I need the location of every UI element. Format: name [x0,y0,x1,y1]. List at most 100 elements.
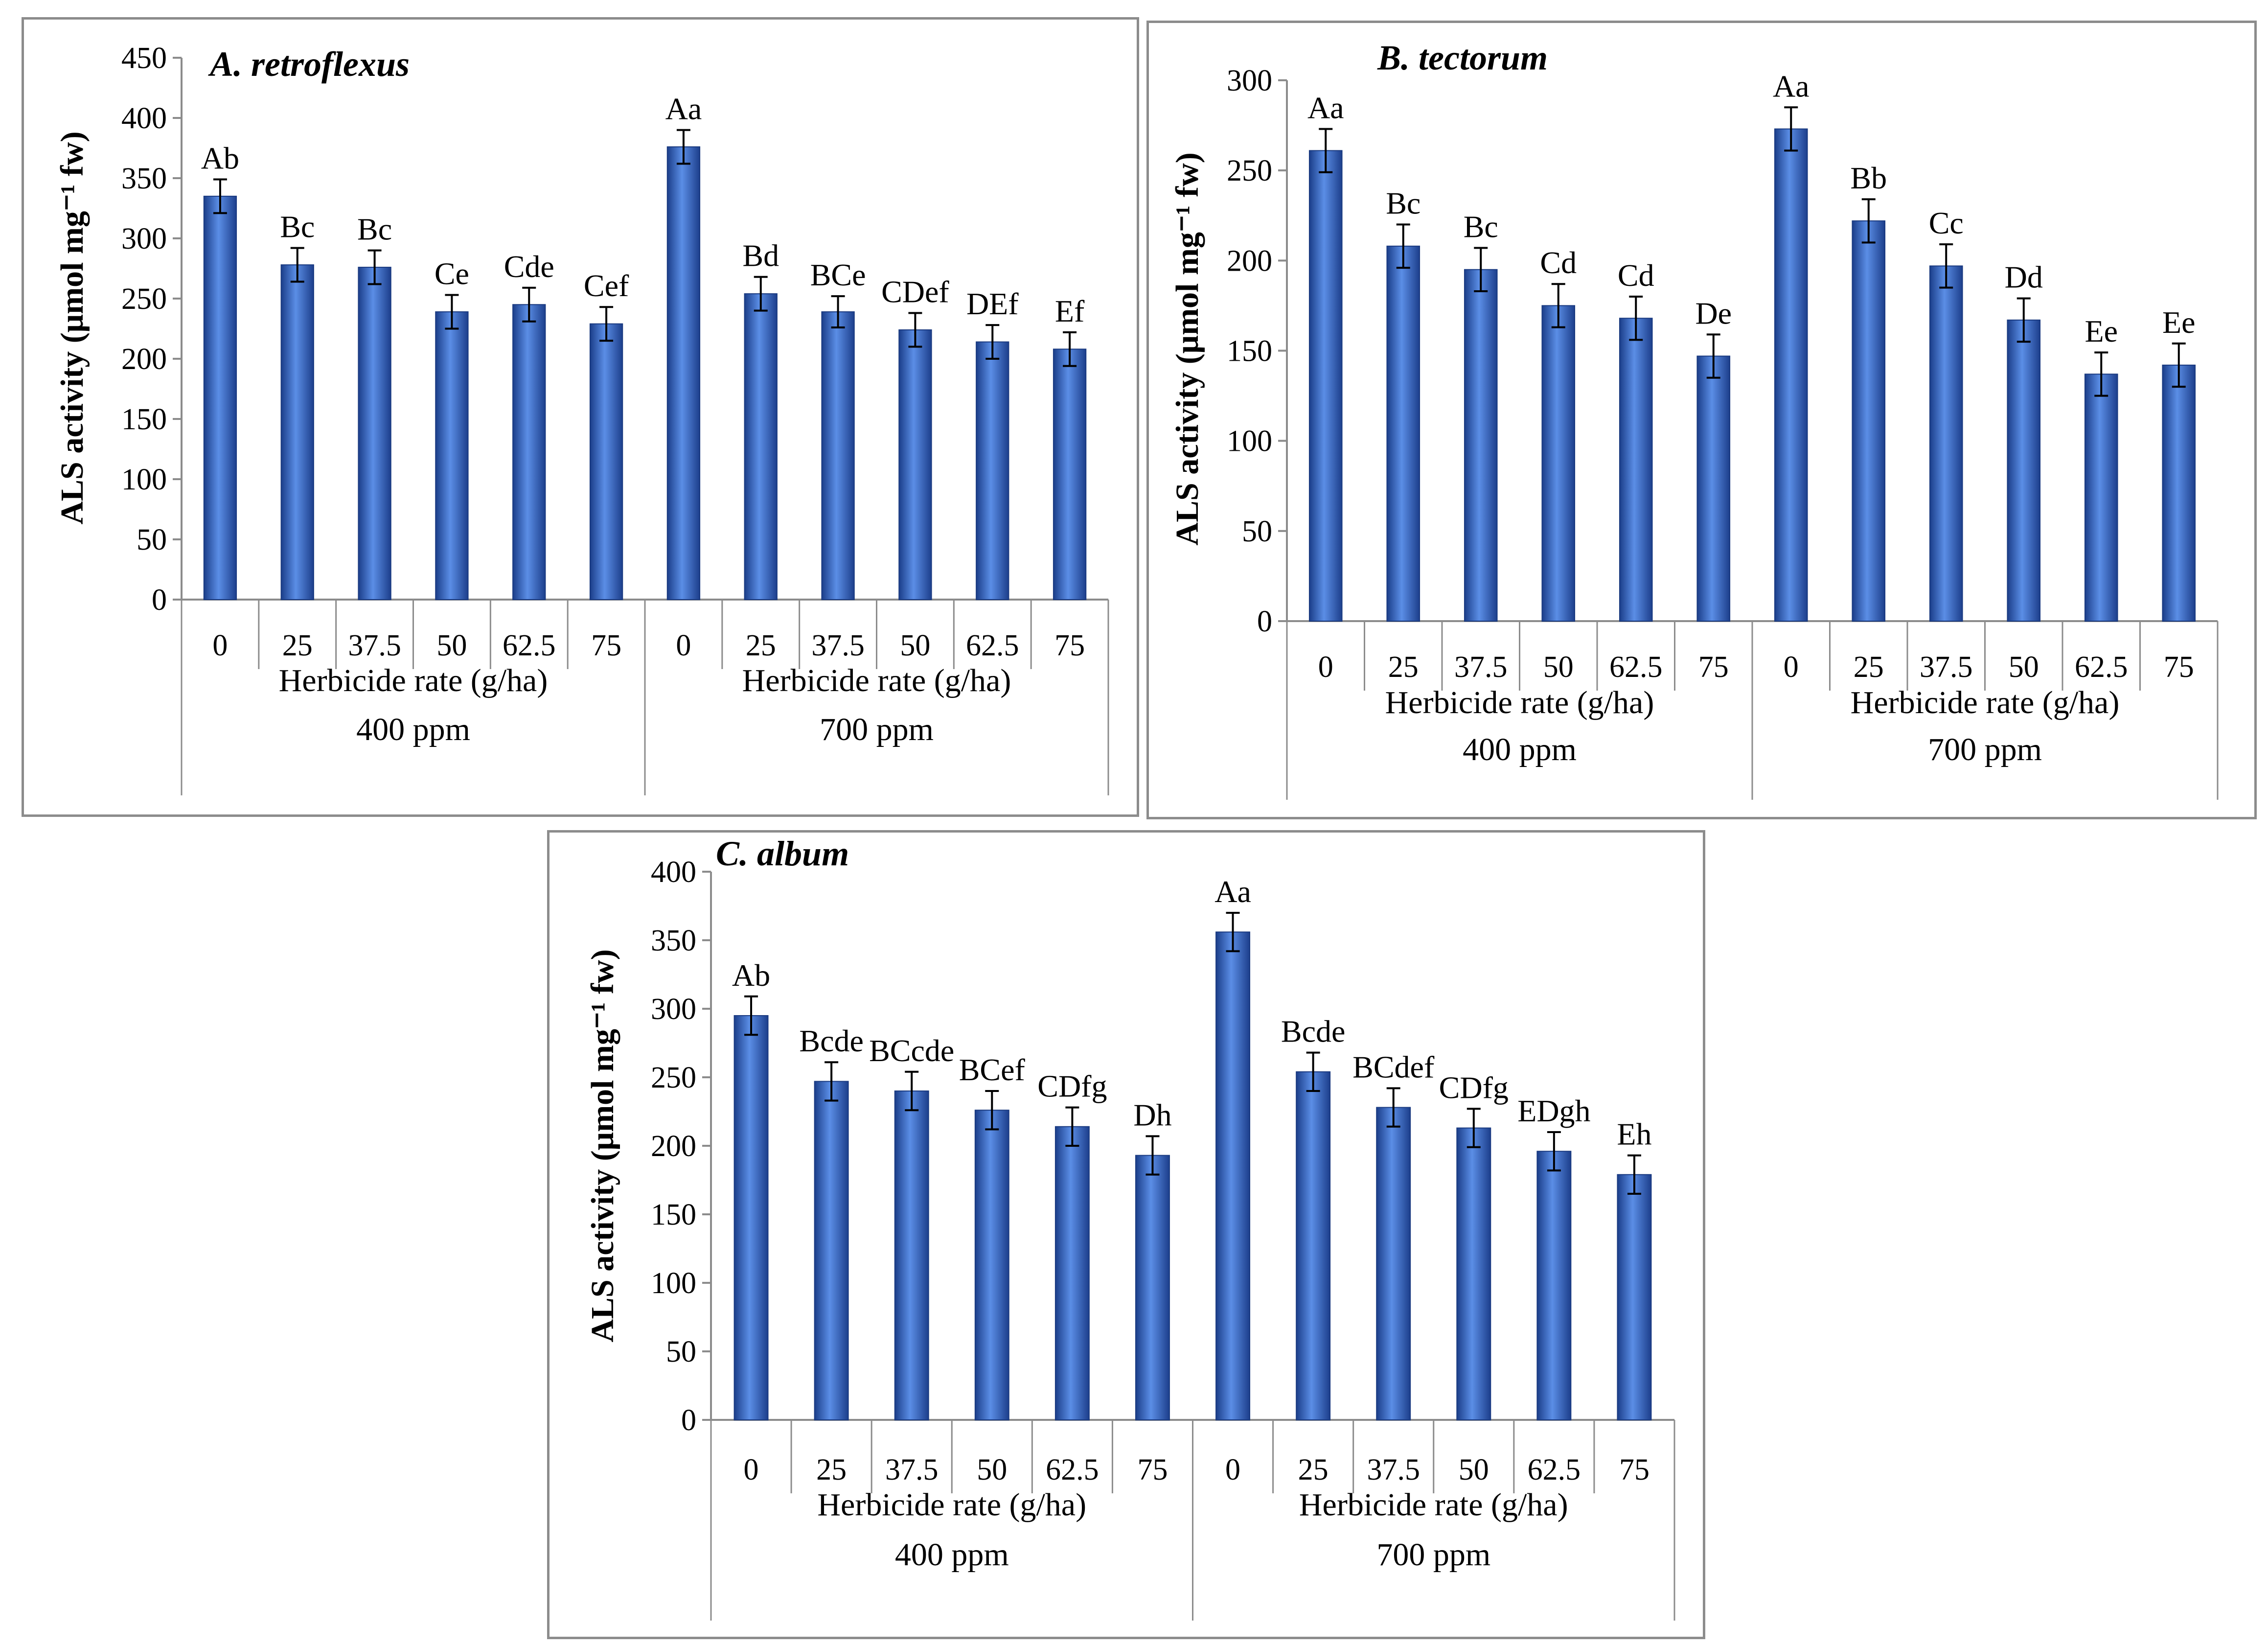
bar [1386,245,1420,622]
data-label: Ce [435,256,469,291]
x-category-label: 50 [2009,650,2039,684]
y-tick-label: 150 [1227,335,1272,368]
data-label: Bd [742,238,779,273]
x-category-label: 62.5 [966,629,1019,662]
bar [1929,265,1963,622]
x-category-label: 37.5 [811,629,865,662]
y-tick-label: 150 [121,403,167,436]
bar [2007,319,2041,622]
y-tick-label: 450 [121,42,167,75]
data-label: De [1695,296,1732,330]
bar [1619,318,1653,622]
data-label: Aa [665,92,702,126]
bar [1541,305,1576,622]
group-axis-label: Herbicide rate (g/ha) [1851,685,2120,720]
data-label: BCcde [869,1033,954,1068]
group-axis-label: Herbicide rate (g/ha) [817,1487,1086,1523]
y-tick-label: 100 [121,463,167,496]
bar [358,267,391,601]
data-label: Dh [1133,1097,1171,1132]
data-label: CDfg [1037,1069,1107,1104]
y-tick-label: 250 [1227,154,1272,187]
bar [512,304,546,600]
y-axis-title: ALS activity (μmol mg⁻¹ fw) [1169,152,1205,545]
x-category-label: 62.5 [1046,1453,1099,1486]
chart-title: C. album [716,834,849,873]
y-tick-label: 100 [651,1267,696,1300]
data-label: BCef [959,1052,1026,1087]
x-category-label: 0 [744,1453,759,1486]
y-tick-label: 350 [651,924,696,957]
x-category-label: 75 [1137,1453,1168,1486]
data-label: CDfg [1439,1070,1509,1105]
y-tick-label: 0 [681,1404,696,1437]
data-label: Bc [280,209,315,244]
x-category-label: 50 [1459,1453,1489,1486]
group-label: 400 ppm [356,712,470,747]
group-label: 700 ppm [1928,732,2042,767]
chart-title: B. tectorum [1377,38,1548,77]
y-tick-label: 50 [666,1335,696,1369]
x-category-label: 37.5 [1454,650,1508,684]
y-tick-label: 400 [651,856,696,889]
y-tick-label: 250 [651,1061,696,1094]
data-label: Aa [1773,69,1810,103]
bar [1376,1107,1411,1420]
x-category-label: 0 [1318,650,1333,684]
chart-panel-b-tectorum: 0 50 100 150 200 250 300 Aa 0 Bc 25 Bc 37.5 Cd 50 Cd 62.… [1146,21,2257,819]
x-category-label: 25 [1388,650,1419,684]
group-label: 400 ppm [1463,732,1577,767]
data-label: Bb [1850,161,1887,195]
y-tick-label: 50 [1242,515,1272,548]
bar [974,1110,1009,1420]
bar [1054,1126,1090,1420]
chart-c-album: 050100150200250300350400Ab0Bcde25BCcde37… [585,834,1675,1621]
bar [1617,1174,1652,1420]
x-category-label: 75 [591,629,621,662]
x-category-label: 0 [1225,1453,1240,1486]
x-category-label: 0 [1784,650,1799,684]
data-label: EDgh [1517,1093,1590,1128]
x-category-label: 0 [212,629,228,662]
data-label: BCe [810,257,866,292]
group-label: 400 ppm [895,1537,1009,1573]
x-category-label: 75 [1698,650,1729,684]
data-label: Cde [504,249,554,284]
data-label: Aa [1214,874,1251,909]
bar [2084,373,2118,622]
data-label: Ab [201,140,239,175]
data-label: Ab [732,958,770,993]
x-category-label: 62.5 [1609,650,1663,684]
y-tick-label: 0 [1257,605,1272,638]
y-tick-label: 150 [651,1198,696,1231]
group-axis-label: Herbicide rate (g/ha) [742,663,1011,698]
y-tick-label: 0 [152,583,167,617]
x-category-label: 37.5 [1367,1453,1420,1486]
bar [744,293,778,600]
x-category-label: 62.5 [1528,1453,1581,1486]
y-tick-label: 200 [651,1130,696,1163]
y-tick-label: 50 [137,523,167,557]
bar [589,323,623,600]
bar [814,1081,849,1420]
x-category-label: 50 [1543,650,1574,684]
bar [1456,1127,1491,1420]
x-category-label: 75 [2164,650,2194,684]
y-tick-label: 350 [121,162,167,195]
bar [1308,150,1343,622]
x-category-label: 75 [1619,1453,1649,1486]
x-category-label: 25 [746,629,776,662]
bar [1464,269,1498,622]
bar [666,146,701,601]
y-tick-label: 300 [121,222,167,255]
x-category-label: 37.5 [1920,650,1973,684]
bar [894,1090,929,1420]
data-label: Dd [2005,260,2043,295]
y-axis-title: ALS activity (μmol mg⁻¹ fw) [54,131,90,524]
y-tick-label: 100 [1227,425,1272,458]
data-label: DEf [966,286,1019,321]
bar [435,311,469,600]
bar [1053,348,1087,600]
data-label: Bcde [1281,1014,1346,1049]
group-axis-label: Herbicide rate (g/ha) [1299,1487,1568,1523]
